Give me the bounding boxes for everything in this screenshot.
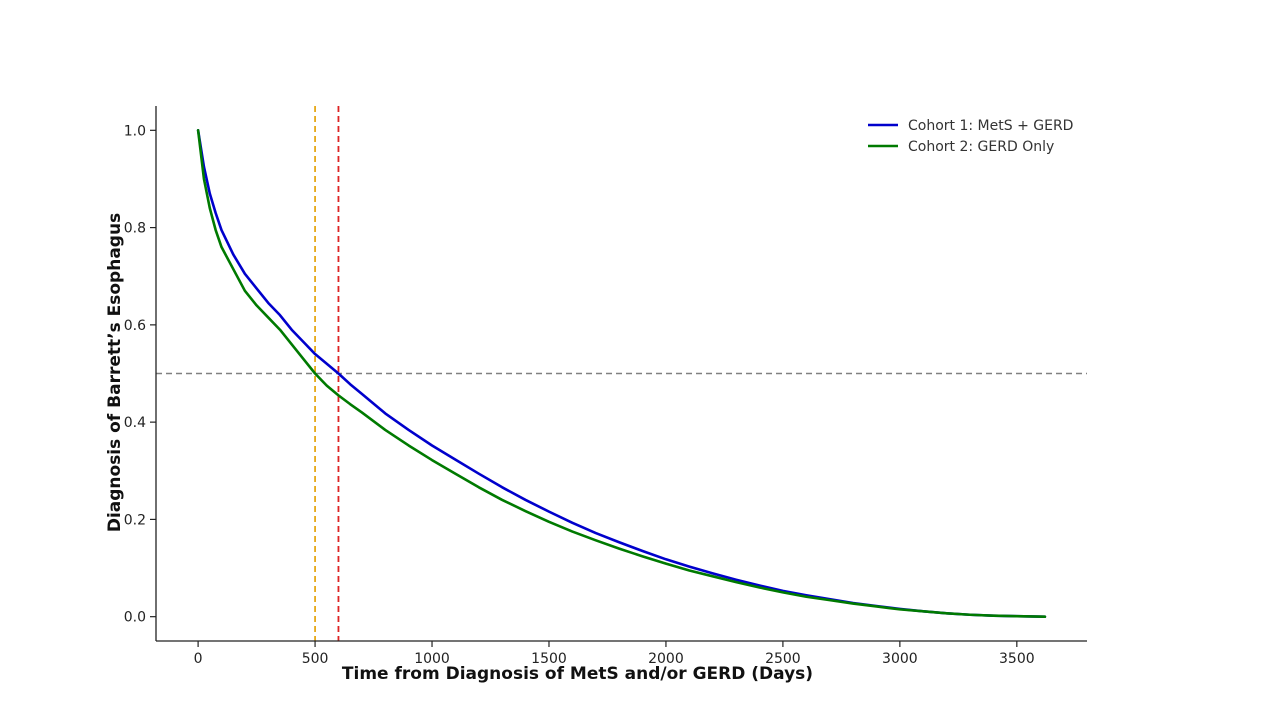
axes	[155, 106, 1087, 642]
y-tick-label: 0.6	[124, 318, 146, 334]
x-tick-label: 0	[194, 651, 203, 667]
y-tick-label: 0.2	[124, 512, 146, 528]
y-axis-ticks: 0.0 0.2 0.4 0.6 0.8 1.0	[124, 123, 156, 626]
legend-label: Cohort 2: GERD Only	[908, 139, 1054, 155]
reference-lines	[156, 106, 1087, 641]
x-tick-label: 3500	[999, 651, 1035, 667]
x-tick-label: 3000	[882, 651, 918, 667]
series-lines	[196, 129, 1047, 618]
x-tick-label: 2500	[765, 651, 801, 667]
legend: Cohort 1: MetS + GERD Cohort 2: GERD Only	[868, 118, 1073, 155]
x-tick-label: 1500	[531, 651, 567, 667]
x-tick-label: 500	[302, 651, 329, 667]
legend-label: Cohort 1: MetS + GERD	[908, 118, 1073, 134]
x-tick-label: 2000	[648, 651, 684, 667]
y-axis-label: Diagnosis of Barrett’s Esophagus	[105, 213, 125, 532]
y-tick-label: 0.4	[124, 415, 146, 431]
y-tick-label: 0.0	[124, 610, 146, 626]
y-tick-label: 0.8	[124, 221, 146, 237]
y-tick-label: 1.0	[124, 123, 146, 139]
x-axis-label: Time from Diagnosis of MetS and/or GERD …	[342, 664, 813, 684]
x-tick-label: 1000	[414, 651, 450, 667]
x-axis-ticks: 0 500 1000 1500 2000 2500 3000 3500	[194, 641, 1035, 667]
series-line-cohort-2	[196, 129, 1047, 618]
